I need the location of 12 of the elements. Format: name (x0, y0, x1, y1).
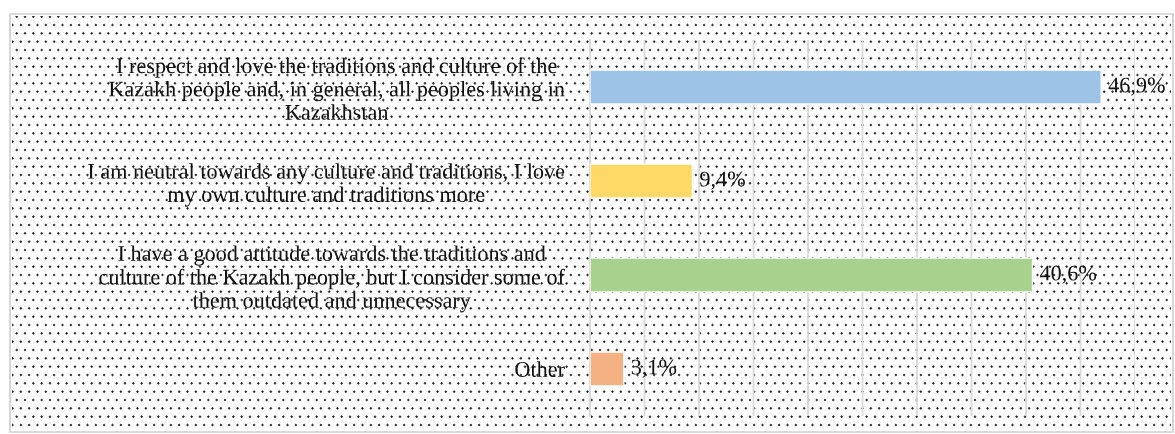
data-label: 40,6% (1039, 265, 1097, 284)
bar (590, 163, 694, 199)
data-label: 3,1% (631, 359, 677, 378)
data-label: 9,4% (700, 171, 745, 190)
data-label: 46,9% (1108, 77, 1165, 96)
bar (590, 351, 625, 387)
y-tick-label: I have a good attitude towards the traditions and culture of the Kazakh people, but I consider some of them outdated and unnecessary (99, 245, 565, 313)
bar (590, 69, 1102, 105)
y-tick-label: I respect and love the traditions and culture of the Kazakh people and, in general, all peoples living in Kazakhstan (108, 57, 565, 120)
y-tick-label: I am neutral towards any culture and traditions, I love my own culture and traditions more (88, 163, 565, 207)
bar (590, 257, 1034, 293)
y-tick-label: Other (515, 361, 565, 377)
